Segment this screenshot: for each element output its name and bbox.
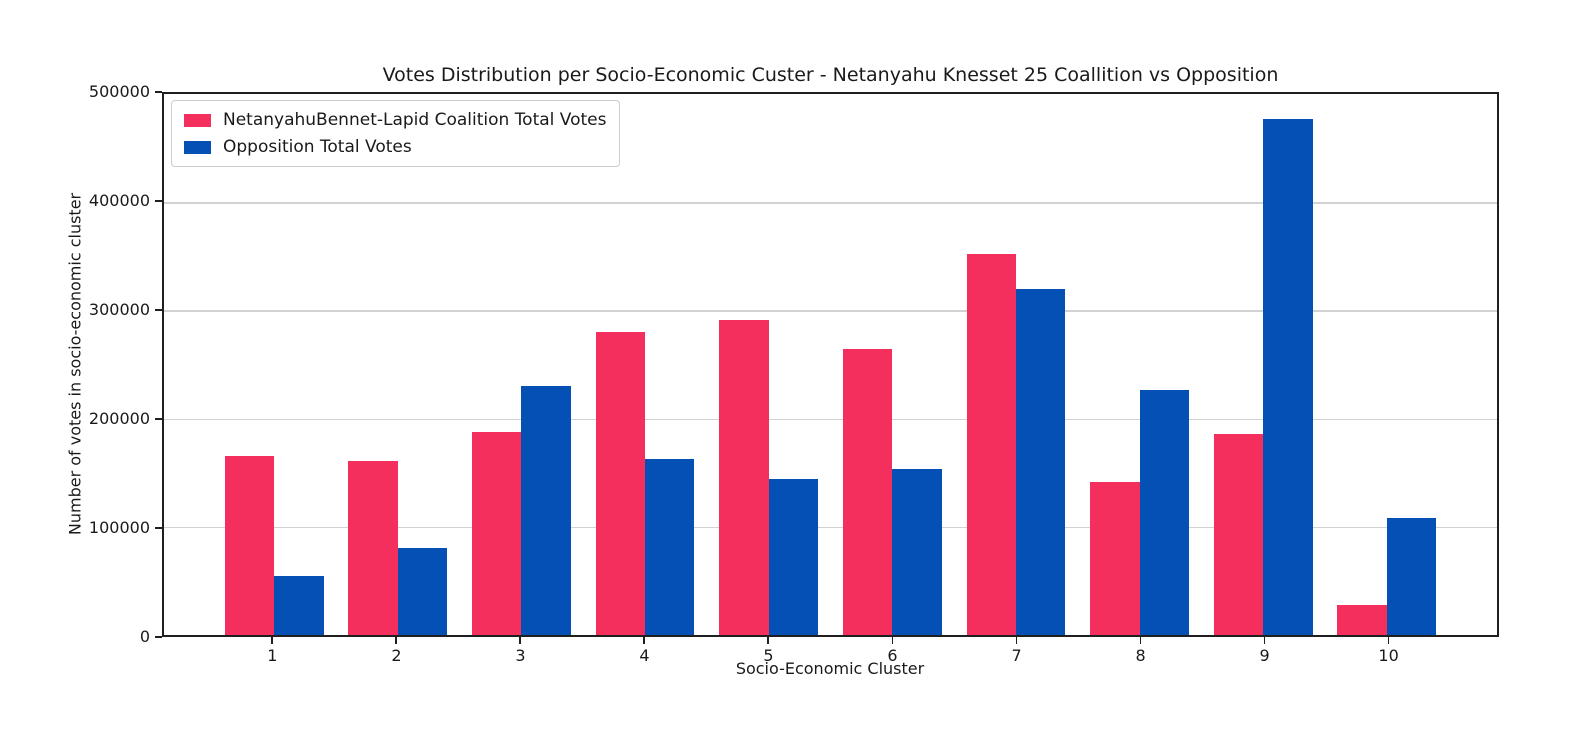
y-tick-label-200000: 200000 (88, 409, 150, 428)
bar-opposition-cluster-5 (768, 479, 819, 635)
bar-opposition-cluster-4 (645, 458, 695, 635)
x-tick-label-9: 9 (1259, 646, 1270, 665)
x-tick-label-7: 7 (1011, 646, 1022, 665)
plot-area: NetanyahuBennet-Lapid Coalition Total Vo… (162, 92, 1499, 637)
y-tick-mark (155, 309, 162, 311)
x-tick-label-8: 8 (1135, 646, 1146, 665)
x-tick-label-10: 10 (1378, 646, 1399, 665)
bar-opposition-cluster-3 (521, 386, 571, 635)
bar-coalition-cluster-9 (1213, 433, 1264, 635)
y-tick-label-100000: 100000 (88, 518, 150, 537)
bar-opposition-cluster-6 (892, 469, 942, 635)
bar-opposition-cluster-2 (397, 548, 448, 635)
x-tick-mark (1139, 637, 1142, 644)
legend: NetanyahuBennet-Lapid Coalition Total Vo… (171, 100, 620, 167)
bar-coalition-cluster-5 (719, 320, 769, 635)
x-tick-mark (519, 637, 522, 644)
legend-swatch-coalition (184, 113, 211, 127)
legend-item-coalition: NetanyahuBennet-Lapid Coalition Total Vo… (184, 110, 607, 130)
y-axis-label: Number of votes in socio-economic cluste… (65, 192, 85, 536)
y-tick-label-400000: 400000 (88, 191, 150, 210)
y-tick-mark (155, 200, 162, 202)
x-axis-label: Socio-Economic Cluster (735, 659, 925, 678)
bar-coalition-cluster-6 (842, 349, 893, 635)
x-tick-mark (643, 637, 646, 644)
y-tick-mark (155, 418, 162, 420)
x-tick-label-4: 4 (639, 646, 650, 665)
legend-item-opposition: Opposition Total Votes (184, 137, 607, 157)
x-tick-label-2: 2 (391, 646, 402, 665)
bar-coalition-cluster-7 (966, 254, 1016, 635)
legend-swatch-opposition (184, 140, 211, 154)
bar-opposition-cluster-7 (1015, 288, 1066, 635)
gridline-300000 (164, 310, 1497, 312)
legend-label: NetanyahuBennet-Lapid Coalition Total Vo… (223, 110, 607, 130)
y-tick-mark (155, 636, 162, 638)
bar-coalition-cluster-10 (1337, 604, 1387, 635)
bar-opposition-cluster-9 (1263, 118, 1313, 635)
x-tick-label-6: 6 (887, 646, 898, 665)
x-tick-mark (767, 637, 770, 644)
y-tick-label-0: 0 (139, 627, 150, 646)
gridline-200000 (164, 418, 1497, 421)
legend-label: Opposition Total Votes (223, 137, 412, 157)
x-tick-label-5: 5 (763, 646, 774, 665)
y-tick-label-500000: 500000 (88, 82, 150, 101)
x-tick-mark (1263, 637, 1266, 644)
gridline-100000 (164, 526, 1497, 529)
x-tick-mark (395, 637, 398, 644)
bar-coalition-cluster-8 (1090, 482, 1140, 635)
bar-coalition-cluster-3 (471, 431, 522, 635)
bar-coalition-cluster-1 (224, 456, 275, 635)
bar-opposition-cluster-1 (274, 575, 324, 635)
x-tick-mark (891, 637, 894, 644)
chart-title: Votes Distribution per Socio-Economic Cu… (382, 64, 1279, 86)
x-tick-mark (1015, 637, 1018, 644)
y-tick-label-300000: 300000 (88, 300, 150, 319)
bar-coalition-cluster-2 (348, 460, 398, 635)
bar-opposition-cluster-8 (1139, 390, 1190, 635)
y-tick-mark (155, 527, 162, 529)
gridline-400000 (164, 202, 1497, 204)
y-tick-mark (155, 91, 162, 93)
bar-opposition-cluster-10 (1386, 518, 1437, 635)
x-tick-label-3: 3 (515, 646, 526, 665)
x-tick-mark (271, 637, 274, 644)
x-tick-label-1: 1 (267, 646, 278, 665)
bar-coalition-cluster-4 (595, 332, 645, 635)
x-tick-mark (1387, 637, 1390, 644)
